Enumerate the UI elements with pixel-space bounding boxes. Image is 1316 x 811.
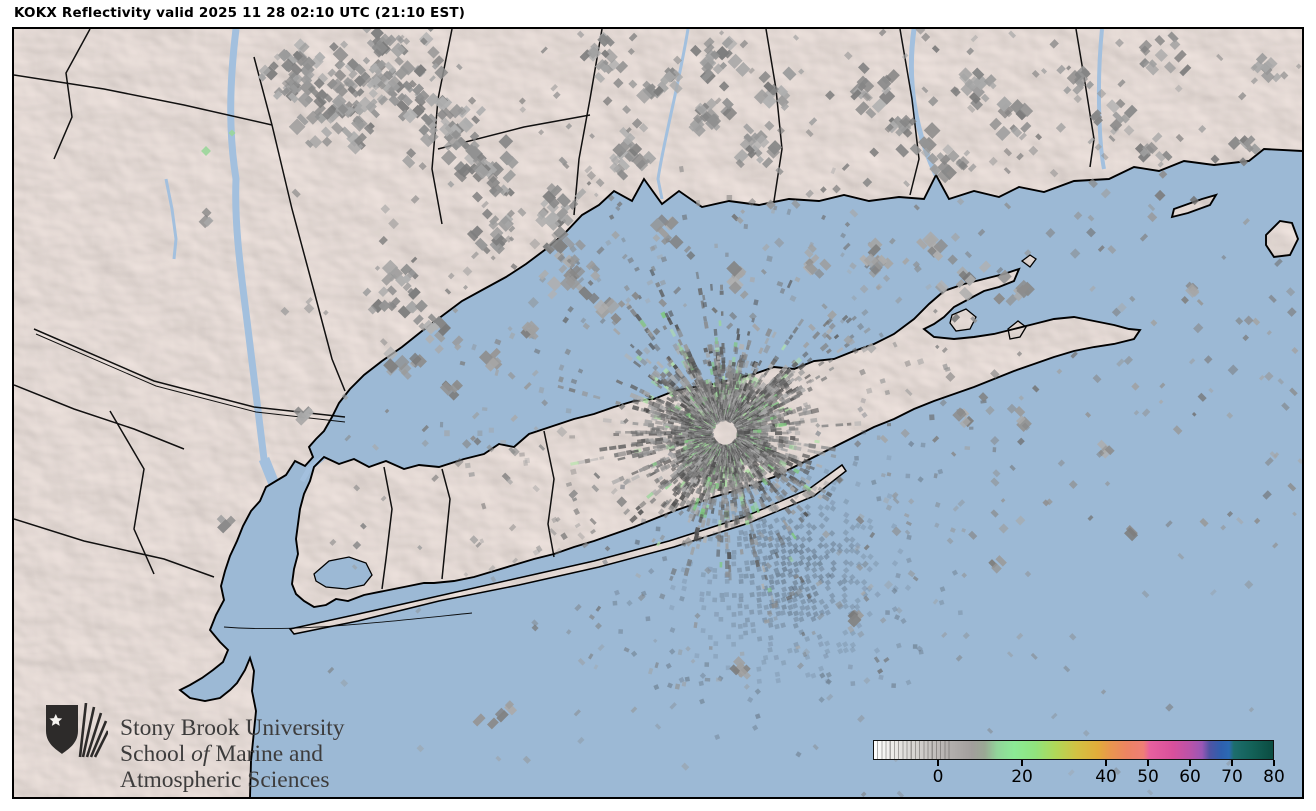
radar-ground-clutter [439, 165, 997, 690]
colorbar-tick-label: 0 [932, 767, 944, 787]
mainland [14, 29, 1302, 797]
radar-map [14, 29, 1302, 797]
colorbar-tick [937, 760, 940, 766]
colorbar-tick [1105, 760, 1108, 766]
colorbar-tick [1021, 760, 1024, 766]
fishers-island [1172, 195, 1216, 217]
stony-brook-logo: Stony Brook University School of Marine … [44, 703, 345, 793]
colorbar-tick-label: 50 [1137, 767, 1159, 787]
colorbar-gradient [873, 740, 1274, 760]
colorbar-segment-lines [874, 741, 952, 759]
colorbar-tick [1273, 760, 1275, 766]
long-island [292, 269, 1140, 607]
colorbar-tick-label: 40 [1095, 767, 1117, 787]
plum-island [1022, 255, 1036, 267]
block-island [1266, 221, 1298, 257]
page-title: KOKX Reflectivity valid 2025 11 28 02:10… [14, 5, 466, 21]
logo-line-3: Atmospheric Sciences [120, 767, 330, 793]
housatonic-river [656, 29, 690, 200]
colorbar-tick-label: 20 [1011, 767, 1033, 787]
stony-brook-shield-icon [46, 703, 108, 758]
sea-clutter [602, 390, 963, 758]
hudson-mouth [258, 456, 280, 487]
colorbar-tick [1231, 760, 1233, 766]
county-boundaries [14, 29, 1095, 630]
candlewood-lake [164, 178, 178, 260]
logo-text: Stony Brook University School of Marine … [120, 715, 345, 793]
logo-line-2: School of Marine and [120, 741, 323, 767]
logo-line-1: Stony Brook University [120, 715, 345, 741]
colorbar-tick [1147, 760, 1150, 766]
jamaica-bay [313, 556, 373, 590]
reflectivity-colorbar: 0 20 40 50 60 70 80 [873, 740, 1285, 788]
map-frame: 0 20 40 50 60 70 80 Stony Brook University Sch… [12, 27, 1304, 799]
coastlines [178, 148, 1302, 797]
colorbar-tick [1189, 760, 1192, 766]
scattered-clutter [198, 29, 1302, 797]
colorbar-tick-label: 70 [1221, 767, 1243, 787]
colorbar-tick-label: 60 [1179, 767, 1201, 787]
colorbar-tick-label: 80 [1263, 767, 1285, 787]
